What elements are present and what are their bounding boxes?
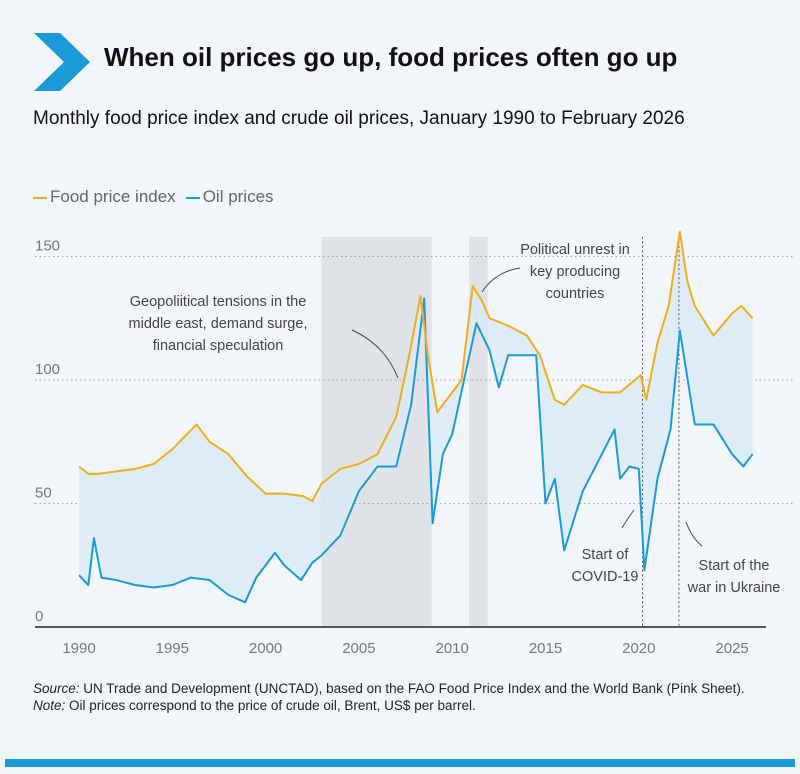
x-tick-label: 2015 (529, 640, 562, 657)
y-tick-label: 50 (35, 485, 52, 502)
x-tick-label: 2000 (249, 640, 282, 657)
annotation-arrow (481, 267, 521, 293)
x-tick-label: 2010 (436, 640, 469, 657)
annotation-text: Start of (582, 547, 630, 563)
annotation-text: Political unrest in (520, 242, 630, 258)
annotation-arrow (685, 521, 703, 547)
oil-price-line (78, 297, 754, 604)
annotation-arrow (621, 509, 635, 529)
bottom-accent-bar (5, 759, 795, 767)
legend-label-oil: Oil prices (202, 187, 274, 206)
note-text: Oil prices correspond to the price of cr… (65, 698, 476, 713)
chevron-logo-icon (34, 33, 90, 91)
legend-item-oil: Oil prices (185, 187, 274, 207)
x-tick-label: 2025 (715, 640, 748, 657)
food-price-index-line (78, 230, 754, 503)
line-chart: 0 50 100 150 1990 1995 2000 2005 2010 2015 2020 202… (35, 230, 795, 657)
x-tick-label: 2020 (622, 640, 655, 657)
annotation: Geopoliitical tensions in the middle east… (129, 294, 399, 379)
annotation-text: countries (546, 286, 605, 302)
x-tick-label: 2005 (342, 640, 375, 657)
x-tick-label: 1995 (156, 640, 189, 657)
x-tick-label: 1990 (62, 640, 95, 657)
legend-label-food: Food price index (50, 187, 176, 206)
annotation-text: key producing (530, 264, 620, 280)
annotation-text: Start of the (699, 558, 770, 574)
annotation-text: middle east, demand surge, (129, 316, 308, 332)
chart-title: When oil prices go up, food prices often… (104, 42, 678, 72)
shaded-period (321, 236, 432, 628)
gap-fill-area (79, 231, 753, 603)
legend-item-food: Food price index (33, 187, 176, 207)
note-label: Note: (33, 698, 66, 713)
chart-subtitle: Monthly food price index and crude oil p… (33, 108, 685, 129)
annotation: Start of COVID-19 (572, 509, 639, 585)
legend: Food price index Oil prices (33, 187, 274, 207)
annotation-text: financial speculation (153, 338, 284, 354)
y-tick-label: 100 (35, 361, 60, 378)
footer: Source: UN Trade and Development (UNCTAD… (33, 680, 773, 714)
source-label: Source: (33, 681, 80, 696)
y-tick-label: 0 (35, 608, 43, 625)
source-text: UN Trade and Development (UNCTAD), based… (79, 681, 745, 696)
annotation-text: Geopoliitical tensions in the (130, 294, 307, 310)
y-tick-label: 150 (35, 238, 60, 255)
annotation-arrow (351, 329, 399, 379)
annotation: Political unrest in key producing countrie… (481, 242, 630, 302)
annotation-text: war in Ukraine (687, 580, 781, 596)
annotation: Start of the war in Ukraine (685, 521, 781, 596)
annotation-text: COVID-19 (572, 569, 639, 585)
